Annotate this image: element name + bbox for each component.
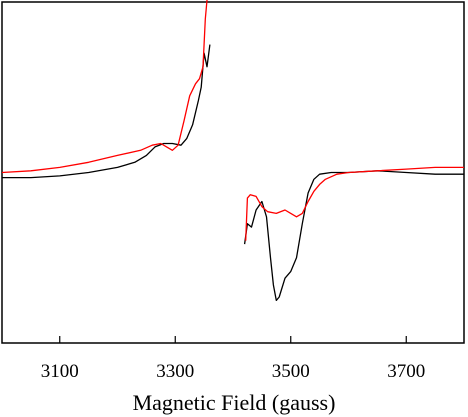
x-tick-label: 3100 [41,361,79,382]
x-ticks: 3100 3300 3500 3700 [41,336,425,382]
x-tick-label: 3700 [387,361,425,382]
x-tick-label: 3300 [156,361,194,382]
x-tick-label: 3500 [272,361,310,382]
series-2-segment-2 [245,166,464,241]
plot-frame [1,1,465,344]
series-1-segment-1 [2,44,211,179]
series-2-segment-1 [1,0,208,174]
series-layer [1,0,464,302]
series-1-segment-2 [243,170,464,302]
x-axis-title: Magnetic Field (gauss) [133,390,336,415]
